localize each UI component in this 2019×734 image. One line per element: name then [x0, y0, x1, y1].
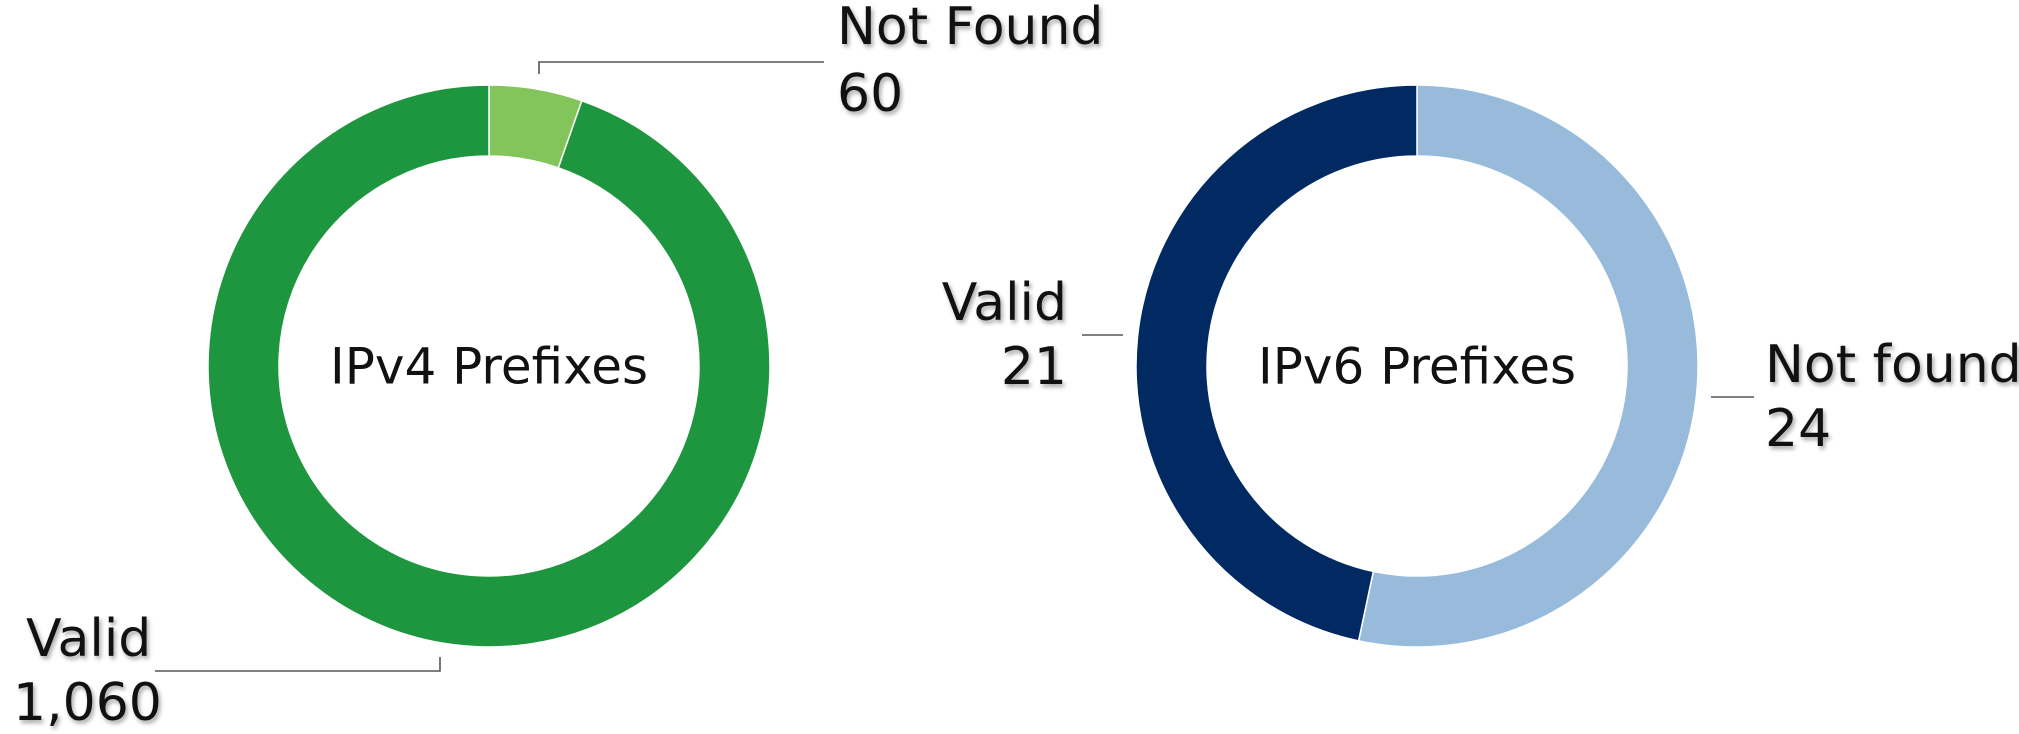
donut-slice — [1357, 84, 1699, 648]
slice-value: 21 — [1001, 337, 1067, 397]
slice-value: 60 — [837, 64, 903, 124]
leader-line — [155, 657, 441, 672]
leader-line — [538, 61, 824, 74]
slice-label: Valid — [26, 609, 151, 669]
chart-title: IPv6 Prefixes — [1258, 338, 1576, 396]
slice-value: 24 — [1765, 399, 1831, 459]
slice-label: Not found — [1765, 335, 2019, 395]
donut-slice — [1135, 84, 1418, 642]
slice-value: 1,060 — [13, 673, 162, 733]
slice-label: Not Found — [837, 0, 1103, 57]
chart-title: IPv4 Prefixes — [330, 338, 648, 396]
slice-label: Valid — [942, 273, 1067, 333]
donut-slice — [207, 84, 771, 648]
